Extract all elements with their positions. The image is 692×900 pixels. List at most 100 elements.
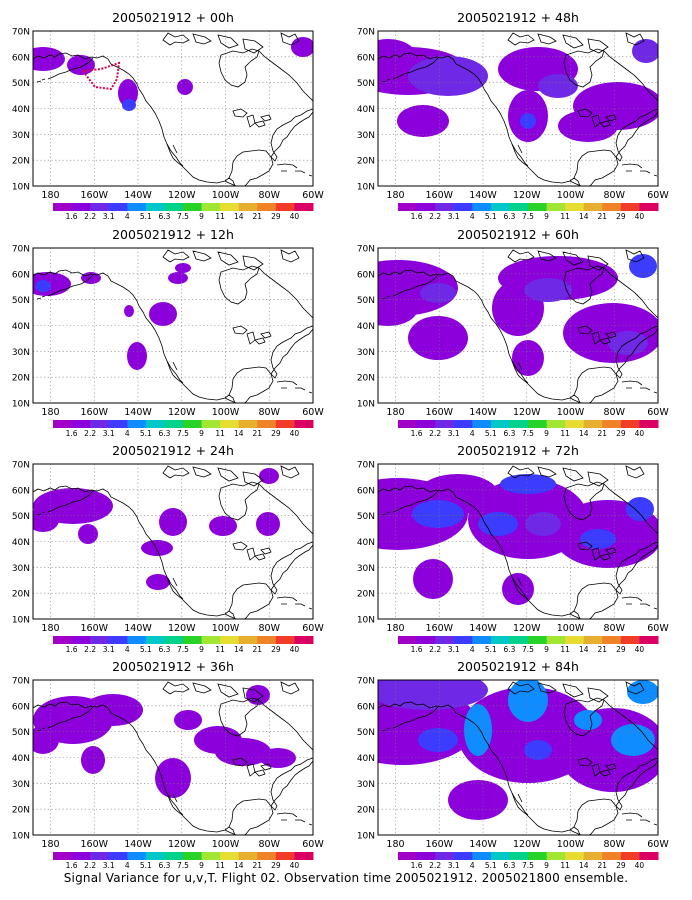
colorbar-label: 3.1 — [103, 861, 115, 870]
colorbar-label: 29 — [616, 429, 626, 438]
colorbar-swatch — [602, 852, 622, 860]
lon-tick-label: 160W — [425, 407, 453, 418]
colorbar-label: 21 — [598, 645, 608, 654]
colorbar-label: 9 — [544, 212, 549, 221]
colorbar-swatch — [472, 636, 492, 644]
lon-tick-label: 120W — [168, 839, 196, 850]
colorbar-label: 5.1 — [485, 429, 497, 438]
colorbar-label: 14 — [579, 645, 589, 654]
colorbar-swatch — [546, 636, 566, 644]
map-frame — [32, 463, 314, 620]
lat-tick-label: 60N — [12, 486, 30, 496]
lat-tick-label: 60N — [357, 53, 375, 63]
map-frame — [32, 30, 314, 187]
colorbar-label: 9 — [199, 645, 204, 654]
lat-tick-label: 50N — [12, 79, 30, 89]
colorbar-label: 7.5 — [522, 212, 534, 221]
lon-tick-label: 160W — [80, 190, 108, 201]
colorbar-label: 7.5 — [522, 861, 534, 870]
colorbar-label: 14 — [579, 861, 589, 870]
colorbar-swatch — [127, 203, 147, 211]
lat-tick-label: 50N — [357, 296, 375, 306]
colorbar-swatch — [565, 203, 585, 211]
colorbar-label: 7.5 — [522, 429, 534, 438]
colorbar-label: 4 — [125, 212, 130, 221]
map-panel-36h: 2005021912 + 36h 70N 60N 50N 40N 30N 20N 10N 180… — [12, 659, 325, 870]
colorbar-swatch — [639, 636, 659, 644]
variance-contour — [408, 316, 468, 360]
colorbar-swatch — [639, 852, 659, 860]
lat-tick-label: 20N — [357, 157, 375, 167]
colorbar-swatch — [90, 636, 110, 644]
colorbar-label: 9 — [544, 429, 549, 438]
colorbar-swatch — [71, 203, 91, 211]
colorbar-label: 2.2 — [84, 429, 96, 438]
colorbar-swatch — [398, 420, 418, 428]
lat-tick-label: 20N — [12, 157, 30, 167]
variance-contour — [33, 726, 59, 754]
colorbar-swatch — [127, 852, 147, 860]
colorbar-label: 4 — [125, 861, 130, 870]
colorbar-swatch — [294, 636, 314, 644]
colorbar-swatch — [238, 203, 258, 211]
lat-tick-label: 60N — [357, 702, 375, 712]
colorbar-label: 21 — [598, 861, 608, 870]
lat-tick-label: 40N — [12, 754, 30, 764]
lat-tick-label: 70N — [12, 677, 30, 687]
colorbar-swatch — [583, 203, 603, 211]
colorbar-swatch — [294, 203, 314, 211]
colorbar-label: 21 — [598, 212, 608, 221]
variance-contour — [420, 283, 456, 303]
colorbar-swatch — [201, 420, 221, 428]
figure-caption: Signal Variance for u,v,T. Flight 02. Ob… — [63, 871, 629, 885]
colorbar-label: 29 — [271, 861, 281, 870]
lon-tick-label: 160W — [425, 839, 453, 850]
colorbar-swatch — [565, 852, 585, 860]
colorbar-swatch — [90, 852, 110, 860]
colorbar-swatch — [238, 852, 258, 860]
colorbar-swatch — [145, 636, 165, 644]
lat-tick-label: 50N — [12, 512, 30, 522]
map-frame — [32, 679, 314, 836]
colorbar-label: 3.1 — [103, 429, 115, 438]
colorbar-label: 11 — [215, 861, 225, 870]
colorbar-swatch — [71, 420, 91, 428]
colorbar-swatch — [275, 852, 295, 860]
lat-tick-label: 70N — [357, 28, 375, 38]
colorbar-label: 2.2 — [429, 645, 441, 654]
variance-contour — [83, 694, 143, 726]
colorbar-swatch — [398, 636, 418, 644]
lat-tick-label: 70N — [12, 28, 30, 38]
colorbar-swatch — [164, 420, 184, 428]
colorbar-swatch — [108, 420, 128, 428]
colorbar-label: 7.5 — [177, 645, 189, 654]
lat-tick-label: 60N — [357, 270, 375, 280]
variance-contour — [608, 331, 648, 355]
colorbar-label: 6.3 — [158, 645, 170, 654]
lat-tick-label: 50N — [357, 512, 375, 522]
colorbar-label: 9 — [544, 645, 549, 654]
lon-tick-label: 100W — [212, 839, 240, 850]
lat-tick-label: 10N — [12, 183, 30, 193]
colorbar-label: 6.3 — [158, 429, 170, 438]
colorbar-swatch — [53, 852, 73, 860]
colorbar-swatch — [416, 420, 436, 428]
map-panel-72h: 2005021912 + 72h 70N 60N 50N 40N 30N 20N 10N 180… — [357, 443, 670, 654]
colorbar-swatch — [127, 636, 147, 644]
lon-tick-label: 140W — [469, 190, 497, 201]
colorbar-swatch — [127, 420, 147, 428]
lat-tick-label: 40N — [357, 105, 375, 115]
variance-contour — [580, 529, 616, 549]
colorbar-label: 9 — [199, 861, 204, 870]
colorbar-swatch — [509, 203, 529, 211]
panel-title: 2005021912 + 72h — [457, 443, 579, 458]
colorbar-label: 40 — [635, 429, 645, 438]
colorbar-label: 3.1 — [448, 429, 460, 438]
variance-contour — [500, 474, 556, 494]
lon-tick-label: 100W — [557, 839, 585, 850]
lat-tick-label: 70N — [12, 245, 30, 255]
lon-tick-label: 60W — [647, 623, 669, 634]
colorbar-label: 3.1 — [448, 212, 460, 221]
colorbar-swatch — [509, 636, 529, 644]
